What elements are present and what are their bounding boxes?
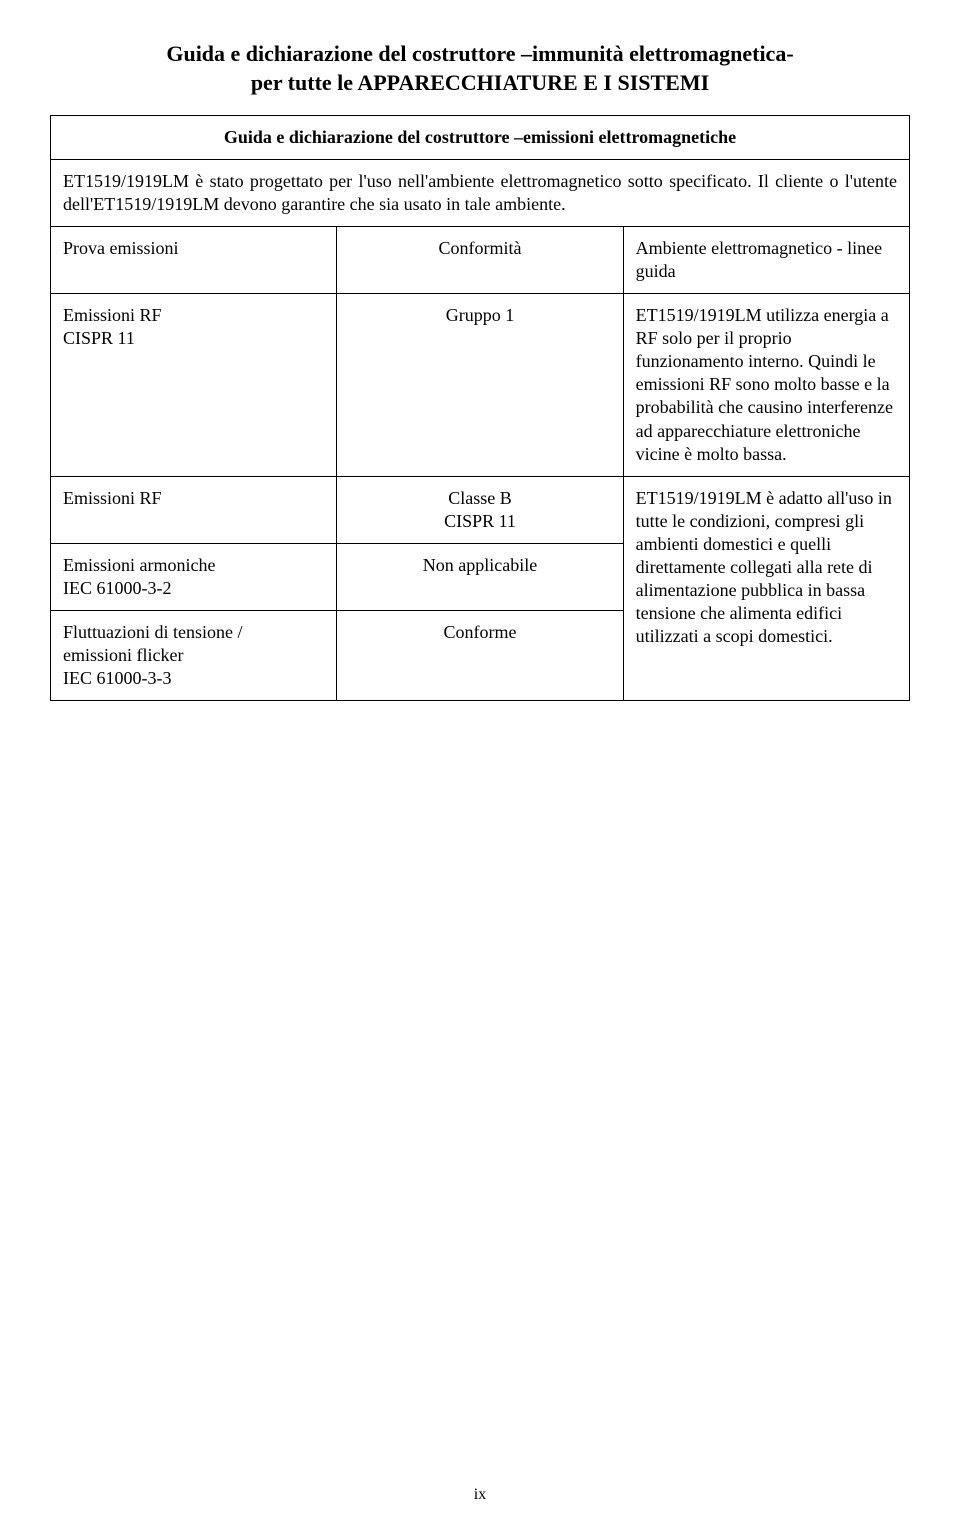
row4-c1a: Fluttuazioni di tensione / xyxy=(63,622,242,642)
row1-c1b: CISPR 11 xyxy=(63,328,135,348)
row4-c1b: emissioni flicker xyxy=(63,645,183,665)
row3-col2: Non applicabile xyxy=(337,543,623,610)
row4-col2: Conforme xyxy=(337,610,623,700)
table-subtitle: Guida e dichiarazione del costruttore –e… xyxy=(51,116,910,160)
row1-col3: ET1519/1919LM utilizza energia a RF solo… xyxy=(623,294,909,476)
title-line-2: per tutte le APPARECCHIATURE E I SISTEMI xyxy=(50,69,910,98)
row4-col1: Fluttuazioni di tensione / emissioni fli… xyxy=(51,610,337,700)
header-col3: Ambiente elettromagnetico - linee guida xyxy=(623,227,909,294)
intro-text: ET1519/1919LM è stato progettato per l'u… xyxy=(51,160,910,227)
page-title: Guida e dichiarazione del costruttore –i… xyxy=(50,40,910,97)
row4-c1c: IEC 61000-3-3 xyxy=(63,668,171,688)
row3-c1a: Emissioni armoniche xyxy=(63,555,215,575)
header-col1: Prova emissioni xyxy=(51,227,337,294)
row2-col2: Classe B CISPR 11 xyxy=(337,476,623,543)
table-row: Emissioni RF Classe B CISPR 11 ET1519/19… xyxy=(51,476,910,543)
header-col2: Conformità xyxy=(337,227,623,294)
row2-col3: ET1519/1919LM è adatto all'uso in tutte … xyxy=(623,476,909,700)
table-row: Emissioni RF CISPR 11 Gruppo 1 ET1519/19… xyxy=(51,294,910,476)
row1-c1a: Emissioni RF xyxy=(63,305,162,325)
row2-c2a: Classe B xyxy=(448,488,512,508)
row1-col1: Emissioni RF CISPR 11 xyxy=(51,294,337,476)
row1-col2: Gruppo 1 xyxy=(337,294,623,476)
row3-col1: Emissioni armoniche IEC 61000-3-2 xyxy=(51,543,337,610)
title-line-1: Guida e dichiarazione del costruttore –i… xyxy=(50,40,910,69)
row3-c1b: IEC 61000-3-2 xyxy=(63,578,171,598)
row2-c2b: CISPR 11 xyxy=(444,511,516,531)
table-header-row: Prova emissioni Conformità Ambiente elet… xyxy=(51,227,910,294)
row2-col1: Emissioni RF xyxy=(51,476,337,543)
page-number: ix xyxy=(0,1486,960,1504)
emissions-table: Guida e dichiarazione del costruttore –e… xyxy=(50,115,910,701)
